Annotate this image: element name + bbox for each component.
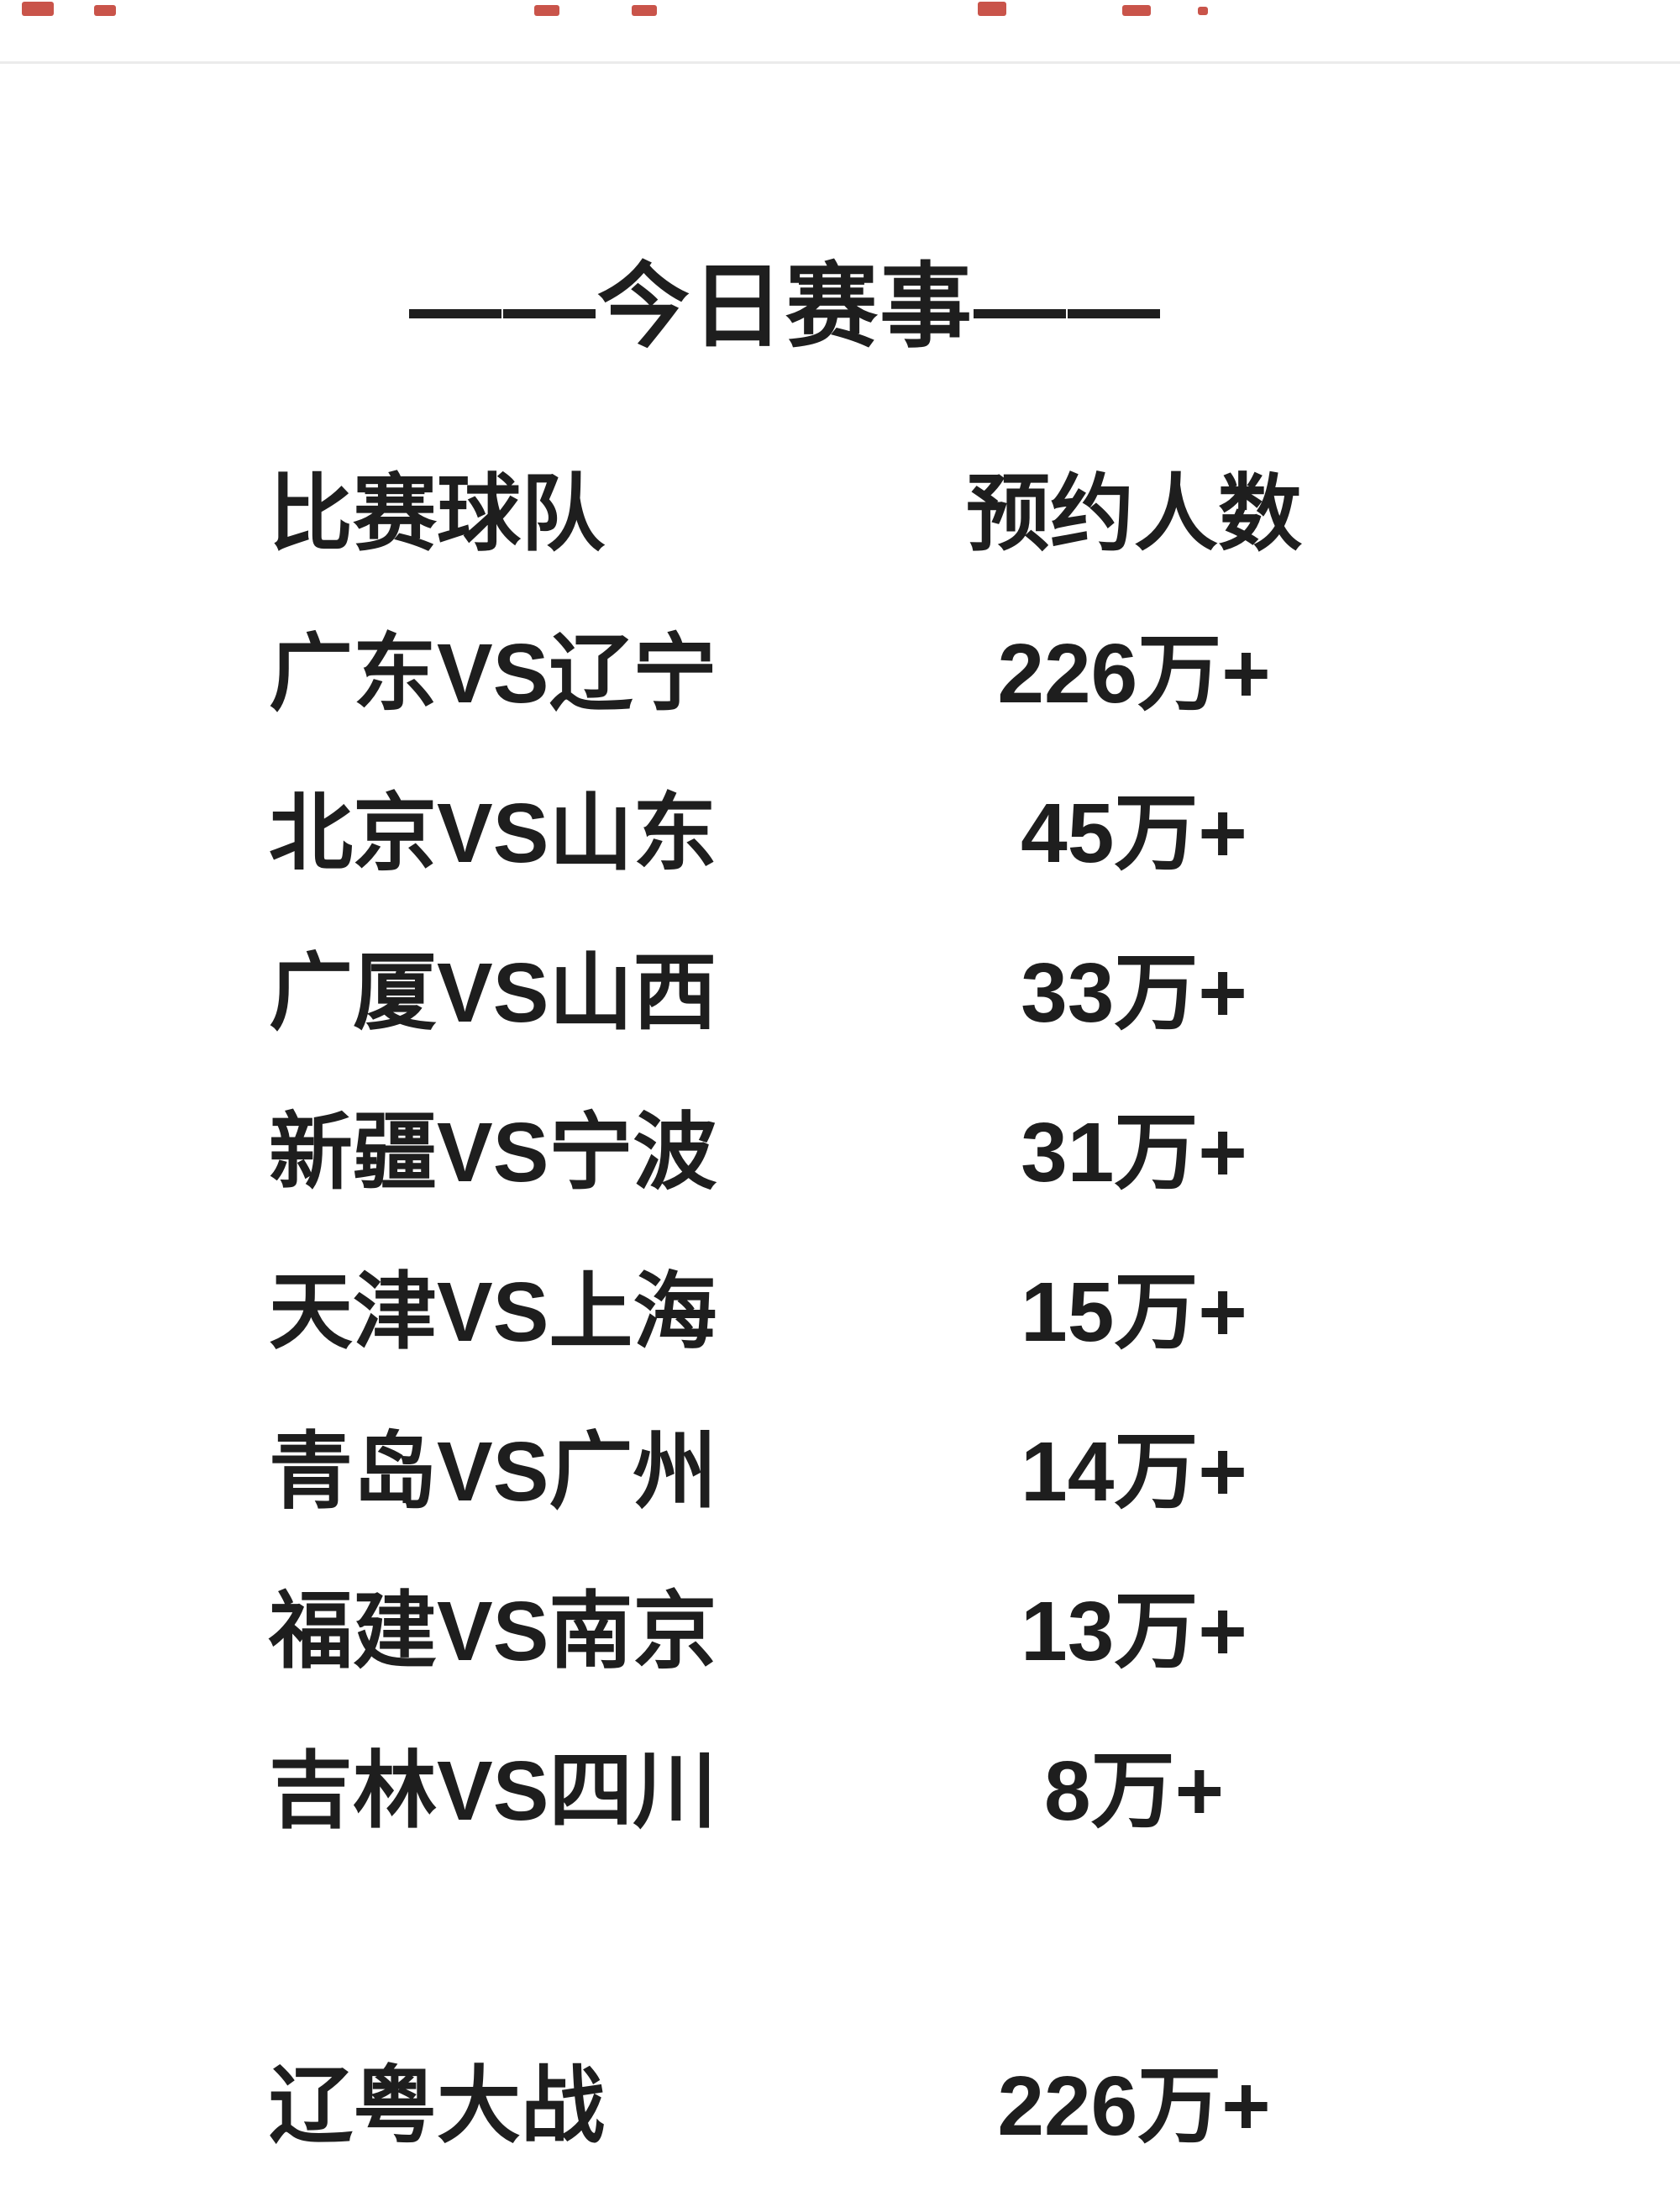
match-table: 比赛球队 预约人数 广东VS辽宁 226万+ 北京VS山东 45万+ 广厦VS山… [0, 434, 1680, 2186]
match-teams: 天津VS上海 [269, 1265, 717, 1359]
match-teams: 新疆VS宁波 [269, 1106, 717, 1200]
reservations-column-header: 预约人数 [966, 467, 1302, 561]
table-header-row: 比赛球队 预约人数 [0, 434, 1680, 594]
team-column-header: 比赛球队 [269, 467, 605, 561]
red-mark [22, 2, 54, 16]
top-strip [0, 0, 1680, 64]
reservation-count: 14万+ [1021, 1425, 1247, 1519]
highlight-row: 辽粤大战 226万+ [0, 2026, 1680, 2186]
table-row: 福建VS南京 13万+ [0, 1552, 1680, 1711]
red-mark [632, 5, 657, 16]
highlight-match-name: 辽粤大战 [269, 2059, 605, 2153]
red-mark [94, 5, 116, 16]
red-mark [1122, 5, 1151, 16]
reservation-count: 31万+ [1021, 1106, 1247, 1200]
reservation-count: 8万+ [1043, 1744, 1224, 1838]
match-teams: 青岛VS广州 [269, 1425, 717, 1519]
table-row: 北京VS山东 45万+ [0, 754, 1680, 913]
reservation-count: 13万+ [1021, 1584, 1247, 1679]
reservation-count: 33万+ [1021, 946, 1247, 1040]
red-mark [534, 5, 559, 16]
table-row: 吉林VS四川 8万+ [0, 1711, 1680, 1871]
table-row: 广东VS辽宁 226万+ [0, 594, 1680, 754]
table-row: 天津VS上海 15万+ [0, 1232, 1680, 1392]
table-row: 青岛VS广州 14万+ [0, 1392, 1680, 1552]
match-teams: 吉林VS四川 [269, 1744, 717, 1838]
red-mark [978, 2, 1006, 16]
match-teams: 广东VS辽宁 [269, 627, 717, 721]
reservation-count: 45万+ [1021, 786, 1247, 880]
red-mark [1198, 7, 1208, 15]
match-teams: 福建VS南京 [269, 1584, 717, 1679]
table-row: 新疆VS宁波 31万+ [0, 1073, 1680, 1232]
match-teams: 广厦VS山西 [269, 946, 717, 1040]
match-teams: 北京VS山东 [269, 786, 717, 880]
page-title: ——今日赛事—— [409, 255, 1162, 359]
reservation-count: 15万+ [1021, 1265, 1247, 1359]
reservation-count: 226万+ [997, 627, 1271, 721]
highlight-reservation-count: 226万+ [997, 2059, 1271, 2153]
table-row: 广厦VS山西 33万+ [0, 913, 1680, 1073]
